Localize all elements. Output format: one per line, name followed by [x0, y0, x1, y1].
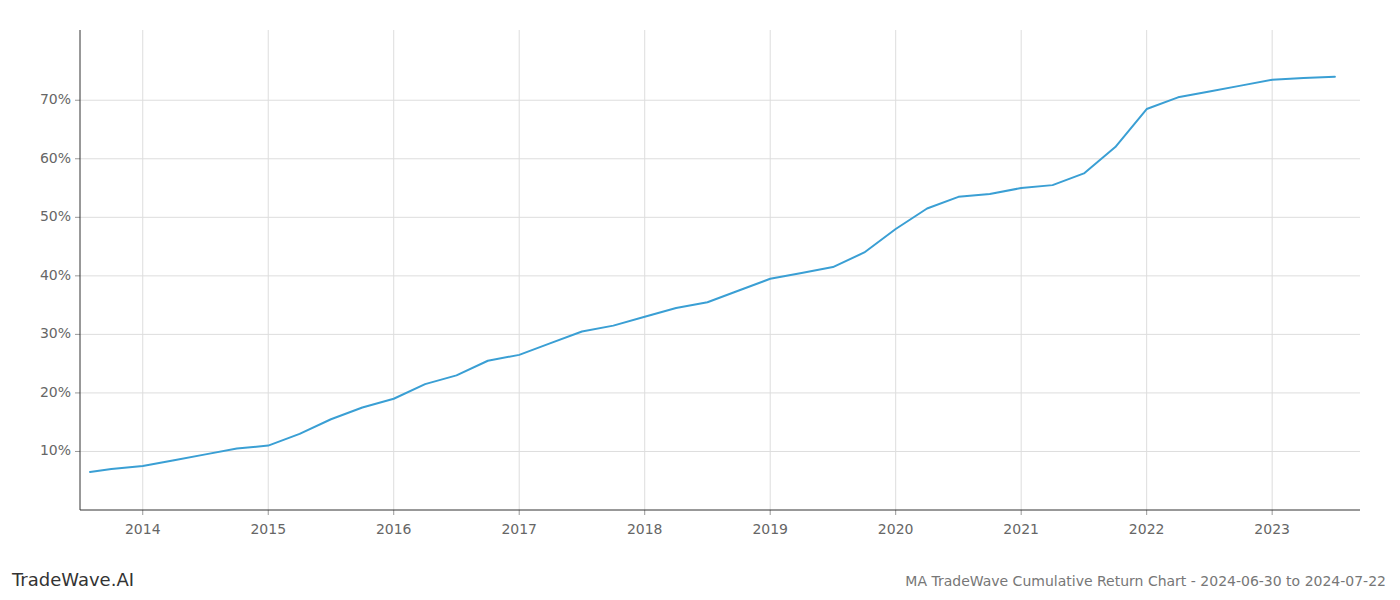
x-tick [895, 510, 896, 515]
x-grid-line [142, 30, 143, 510]
x-tick [1146, 510, 1147, 515]
y-tick-label: 30% [40, 325, 71, 341]
title: MA TradeWave Cumulative Return Chart - 2… [905, 573, 1386, 589]
x-tick-label: 2021 [1003, 521, 1039, 537]
y-tick [75, 392, 80, 393]
x-grid-line [393, 30, 394, 510]
y-tick-label: 70% [40, 91, 71, 107]
x-tick [1021, 510, 1022, 515]
y-tick-label: 40% [40, 267, 71, 283]
y-tick [75, 451, 80, 452]
y-tick [75, 275, 80, 276]
x-tick-label: 2019 [752, 521, 788, 537]
y-tick-label: 50% [40, 208, 71, 224]
x-tick [393, 510, 394, 515]
x-tick-label: 2023 [1254, 521, 1290, 537]
x-tick [519, 510, 520, 515]
chart: 10% 20% 30% 40% 50% 60% 70% 2014 2015 2016 2017 201… [0, 0, 1400, 600]
y-grid-line [80, 158, 1360, 159]
y-tick-label: 10% [40, 442, 71, 458]
x-tick [142, 510, 143, 515]
x-grid-line [1146, 30, 1147, 510]
y-grid-line [80, 334, 1360, 335]
y-tick [75, 217, 80, 218]
x-grid-line [644, 30, 645, 510]
y-grid-line [80, 275, 1360, 276]
x-tick [268, 510, 269, 515]
x-tick-label: 2022 [1129, 521, 1165, 537]
grid [80, 30, 1360, 510]
x-grid-line [895, 30, 896, 510]
x-tick-label: 2015 [250, 521, 286, 537]
y-grid-line [80, 451, 1360, 452]
x-grid-line [1021, 30, 1022, 510]
x-grid-line [1272, 30, 1273, 510]
y-tick [75, 100, 80, 101]
y-tick [75, 158, 80, 159]
y-tick-label: 20% [40, 384, 71, 400]
y-grid-line [80, 217, 1360, 218]
x-tick [770, 510, 771, 515]
x-tick-label: 2017 [501, 521, 537, 537]
x-grid-line [770, 30, 771, 510]
x-axis-line [80, 510, 1360, 511]
x-grid-line [519, 30, 520, 510]
x-grid-line [268, 30, 269, 510]
y-tick [75, 334, 80, 335]
x-tick-label: 2020 [878, 521, 914, 537]
x-tick [1272, 510, 1273, 515]
x-tick-label: 2018 [627, 521, 663, 537]
x-tick-label: 2016 [376, 521, 412, 537]
plot-area [90, 77, 1335, 472]
axes: 10% 20% 30% 40% 50% 60% 70% 2014 2015 2016 2017 201… [40, 30, 1360, 537]
y-axis-line [80, 30, 81, 510]
y-grid-line [80, 392, 1360, 393]
return-line [90, 77, 1335, 472]
x-tick-label: 2014 [125, 521, 161, 537]
watermark: TradeWave.AI [11, 569, 134, 590]
y-tick-label: 60% [40, 150, 71, 166]
x-tick [644, 510, 645, 515]
